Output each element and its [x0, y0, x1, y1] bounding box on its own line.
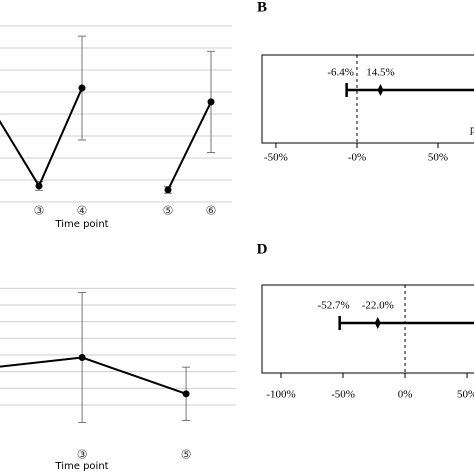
lower-label: -52.7% — [318, 300, 350, 312]
x-tick-label: ⑤ — [181, 448, 192, 462]
annotation: p — [470, 124, 474, 136]
x-tick-label: -0% — [348, 152, 366, 164]
x-tick-label: ③ — [77, 448, 88, 462]
x-tick-label: 50% — [457, 389, 474, 401]
x-tick-label: -50% — [331, 389, 355, 401]
x-tick-label: ⑤ — [163, 204, 174, 218]
value-label: -22.0% — [362, 300, 394, 312]
point — [78, 84, 86, 92]
plot-frame — [261, 284, 474, 374]
x-tick-label: 0% — [398, 389, 413, 401]
x-tick-label: ③ — [34, 204, 45, 218]
plot-frame — [261, 54, 474, 144]
point — [164, 186, 172, 194]
x-axis-label: Time point — [54, 219, 108, 230]
lower-label: -6.4% — [327, 67, 354, 79]
line — [167, 101, 212, 191]
value-label: 14.5% — [366, 67, 394, 79]
x-tick-label: 50% — [428, 152, 448, 164]
point — [78, 354, 86, 361]
x-tick-label: ④ — [77, 204, 88, 218]
point — [207, 98, 215, 106]
panel-title: D — [257, 241, 268, 257]
estimate — [374, 317, 381, 329]
point — [35, 182, 43, 190]
estimate — [377, 84, 384, 96]
line — [0, 87, 83, 189]
x-tick-label: -100% — [266, 389, 295, 401]
x-tick-label: -50% — [264, 152, 288, 164]
panel-title: B — [257, 0, 267, 15]
x-tick-label: ⑥ — [206, 204, 217, 218]
x-axis-label: Time point — [54, 461, 108, 472]
point — [182, 390, 190, 398]
